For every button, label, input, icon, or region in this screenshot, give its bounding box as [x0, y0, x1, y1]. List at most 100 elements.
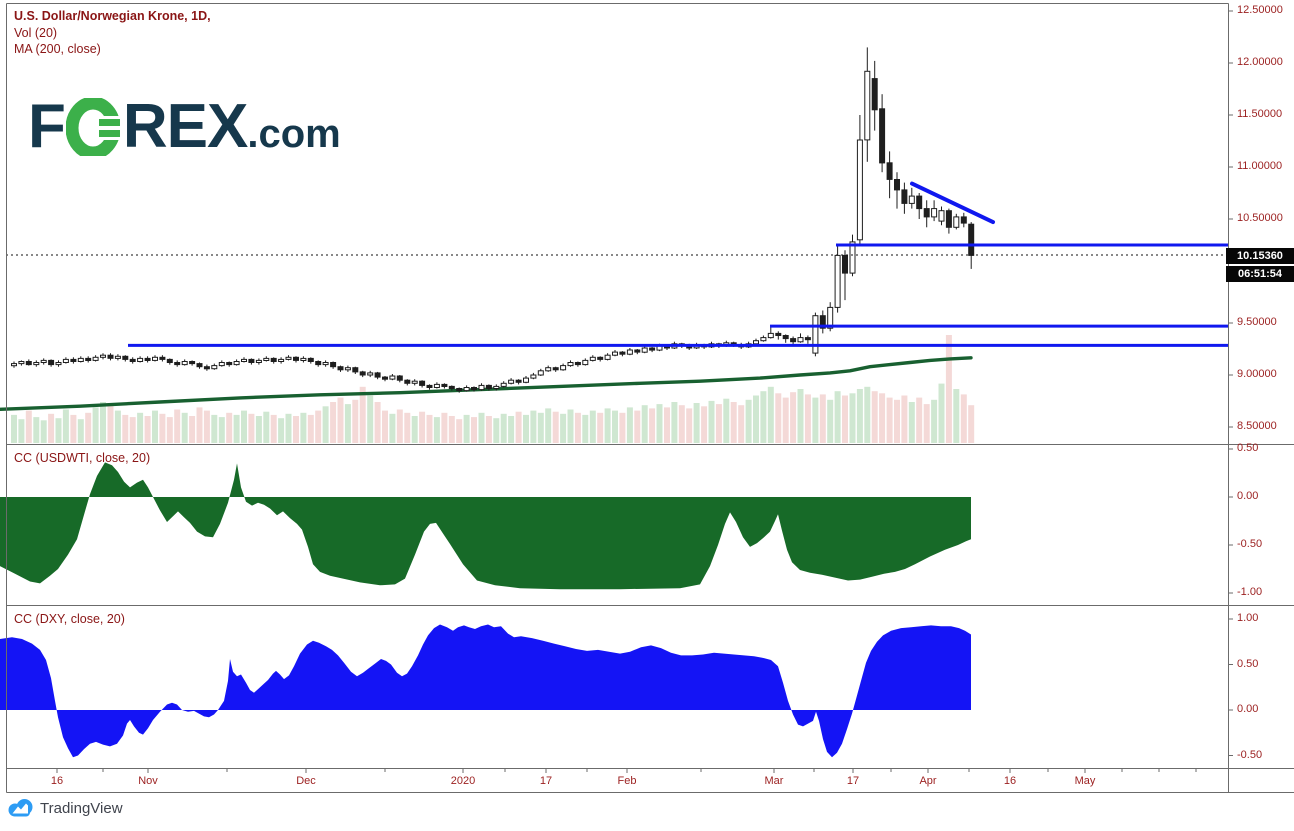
- candle-body: [367, 372, 374, 376]
- volume-bar: [552, 411, 559, 443]
- candle-body: [189, 361, 196, 365]
- candle-body: [879, 108, 886, 164]
- volume-bar: [960, 394, 967, 443]
- candle-body: [641, 347, 648, 353]
- volume-bar: [879, 393, 886, 443]
- volume-bar: [871, 391, 878, 443]
- trendline[interactable]: [910, 181, 995, 225]
- volume-bar: [790, 392, 797, 443]
- candle-body: [174, 362, 181, 366]
- candle-body: [849, 241, 856, 274]
- candle-body: [285, 356, 292, 360]
- volume-bar: [671, 402, 678, 443]
- candle-body: [485, 384, 492, 389]
- candle-body: [33, 362, 40, 366]
- candle-body: [834, 254, 841, 308]
- candle-body: [270, 357, 277, 362]
- candle-body: [938, 210, 945, 222]
- candle-body: [827, 306, 834, 329]
- volume-bar: [255, 416, 262, 443]
- volume-bar: [545, 408, 552, 443]
- volume-bar: [404, 412, 411, 443]
- candle-body: [886, 162, 893, 180]
- volume-bar: [589, 410, 596, 443]
- candle-body: [574, 362, 581, 366]
- candle-body: [129, 358, 136, 362]
- volume-bar: [931, 399, 938, 443]
- volume-bar: [278, 418, 285, 443]
- volume-bar: [782, 397, 789, 443]
- candle-body: [478, 384, 485, 391]
- candle-body: [537, 370, 544, 376]
- volume-bar: [374, 402, 381, 443]
- volume-bar: [441, 412, 448, 443]
- candle-body: [500, 382, 507, 387]
- candle-body: [493, 385, 500, 389]
- candle-body: [122, 355, 129, 360]
- candle-body: [55, 362, 62, 366]
- volume-bar: [641, 405, 648, 443]
- volume-bar: [604, 408, 611, 443]
- volume-bar: [938, 383, 945, 443]
- volume-bar: [203, 410, 210, 443]
- candle-body: [864, 70, 871, 141]
- candle-body: [456, 388, 463, 392]
- volume-bar: [270, 414, 277, 443]
- volume-bar: [753, 395, 759, 443]
- candle-body: [278, 358, 285, 362]
- volume-bar: [767, 386, 774, 443]
- candle-body: [923, 208, 930, 218]
- candle-body: [916, 195, 923, 210]
- candle-body: [100, 354, 106, 358]
- volume-bar: [864, 386, 871, 443]
- volume-bar: [382, 410, 388, 443]
- volume-bar: [181, 412, 188, 443]
- volume-bar: [70, 414, 77, 443]
- candle-body: [293, 356, 299, 361]
- cc-usdwti-area: [0, 462, 971, 590]
- volume-bar: [11, 414, 17, 443]
- candle-body: [767, 332, 774, 339]
- volume-bar: [25, 410, 32, 443]
- candle-body: [908, 195, 915, 204]
- volume-bar: [485, 416, 492, 443]
- volume-bar: [107, 405, 114, 443]
- volume-bar: [55, 418, 62, 443]
- volume-bar: [62, 409, 69, 443]
- volume-bar: [367, 395, 374, 443]
- volume-bar: [819, 394, 826, 443]
- candle-body: [790, 338, 797, 343]
- candle-body: [396, 375, 403, 381]
- volume-bar: [738, 405, 745, 443]
- volume-bar: [745, 399, 752, 443]
- candle-body: [211, 365, 218, 370]
- volume-bar: [344, 404, 351, 443]
- volume-bar: [515, 411, 522, 443]
- candle-body: [315, 361, 322, 366]
- volume-bar: [248, 413, 255, 443]
- candle-body: [589, 356, 596, 361]
- candle-body: [419, 380, 426, 386]
- candle-body: [515, 379, 522, 383]
- candle-body: [263, 357, 270, 361]
- volume-bar: [797, 389, 804, 443]
- volume-bar: [396, 409, 403, 443]
- volume-bar: [842, 395, 848, 443]
- candle-body: [597, 356, 604, 360]
- volume-bar: [693, 403, 700, 443]
- volume-bar: [40, 420, 47, 443]
- volume-bar: [508, 416, 515, 443]
- volume-bar: [686, 408, 693, 443]
- volume-bar: [433, 417, 440, 443]
- candle-body: [968, 223, 975, 256]
- candle-body: [114, 355, 121, 359]
- candle-body: [448, 385, 455, 389]
- candle-body: [530, 374, 537, 379]
- candle-body: [612, 351, 618, 356]
- volume-bar: [77, 419, 84, 443]
- candle-body: [382, 376, 388, 380]
- volume-bar: [500, 413, 507, 443]
- candle-body: [322, 362, 329, 366]
- candle-body: [649, 347, 656, 351]
